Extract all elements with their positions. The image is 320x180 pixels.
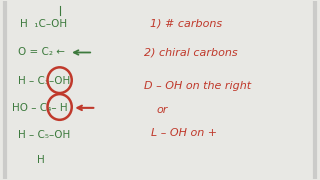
Text: O = C₂ ←: O = C₂ ← (18, 48, 65, 57)
Text: 2) chiral carbons: 2) chiral carbons (144, 48, 238, 57)
Text: HO – C₄– H: HO – C₄– H (12, 103, 68, 113)
Text: D – OH on the right: D – OH on the right (144, 81, 251, 91)
Text: L – OH on +: L – OH on + (144, 128, 217, 138)
Text: or: or (157, 105, 168, 115)
Text: 1) # carbons: 1) # carbons (150, 19, 223, 29)
Text: H: H (37, 155, 45, 165)
Text: H – C₅–OH: H – C₅–OH (18, 130, 70, 140)
Text: H  ₁C–OH: H ₁C–OH (20, 19, 67, 29)
Text: H – C₃–OH: H – C₃–OH (18, 76, 70, 86)
